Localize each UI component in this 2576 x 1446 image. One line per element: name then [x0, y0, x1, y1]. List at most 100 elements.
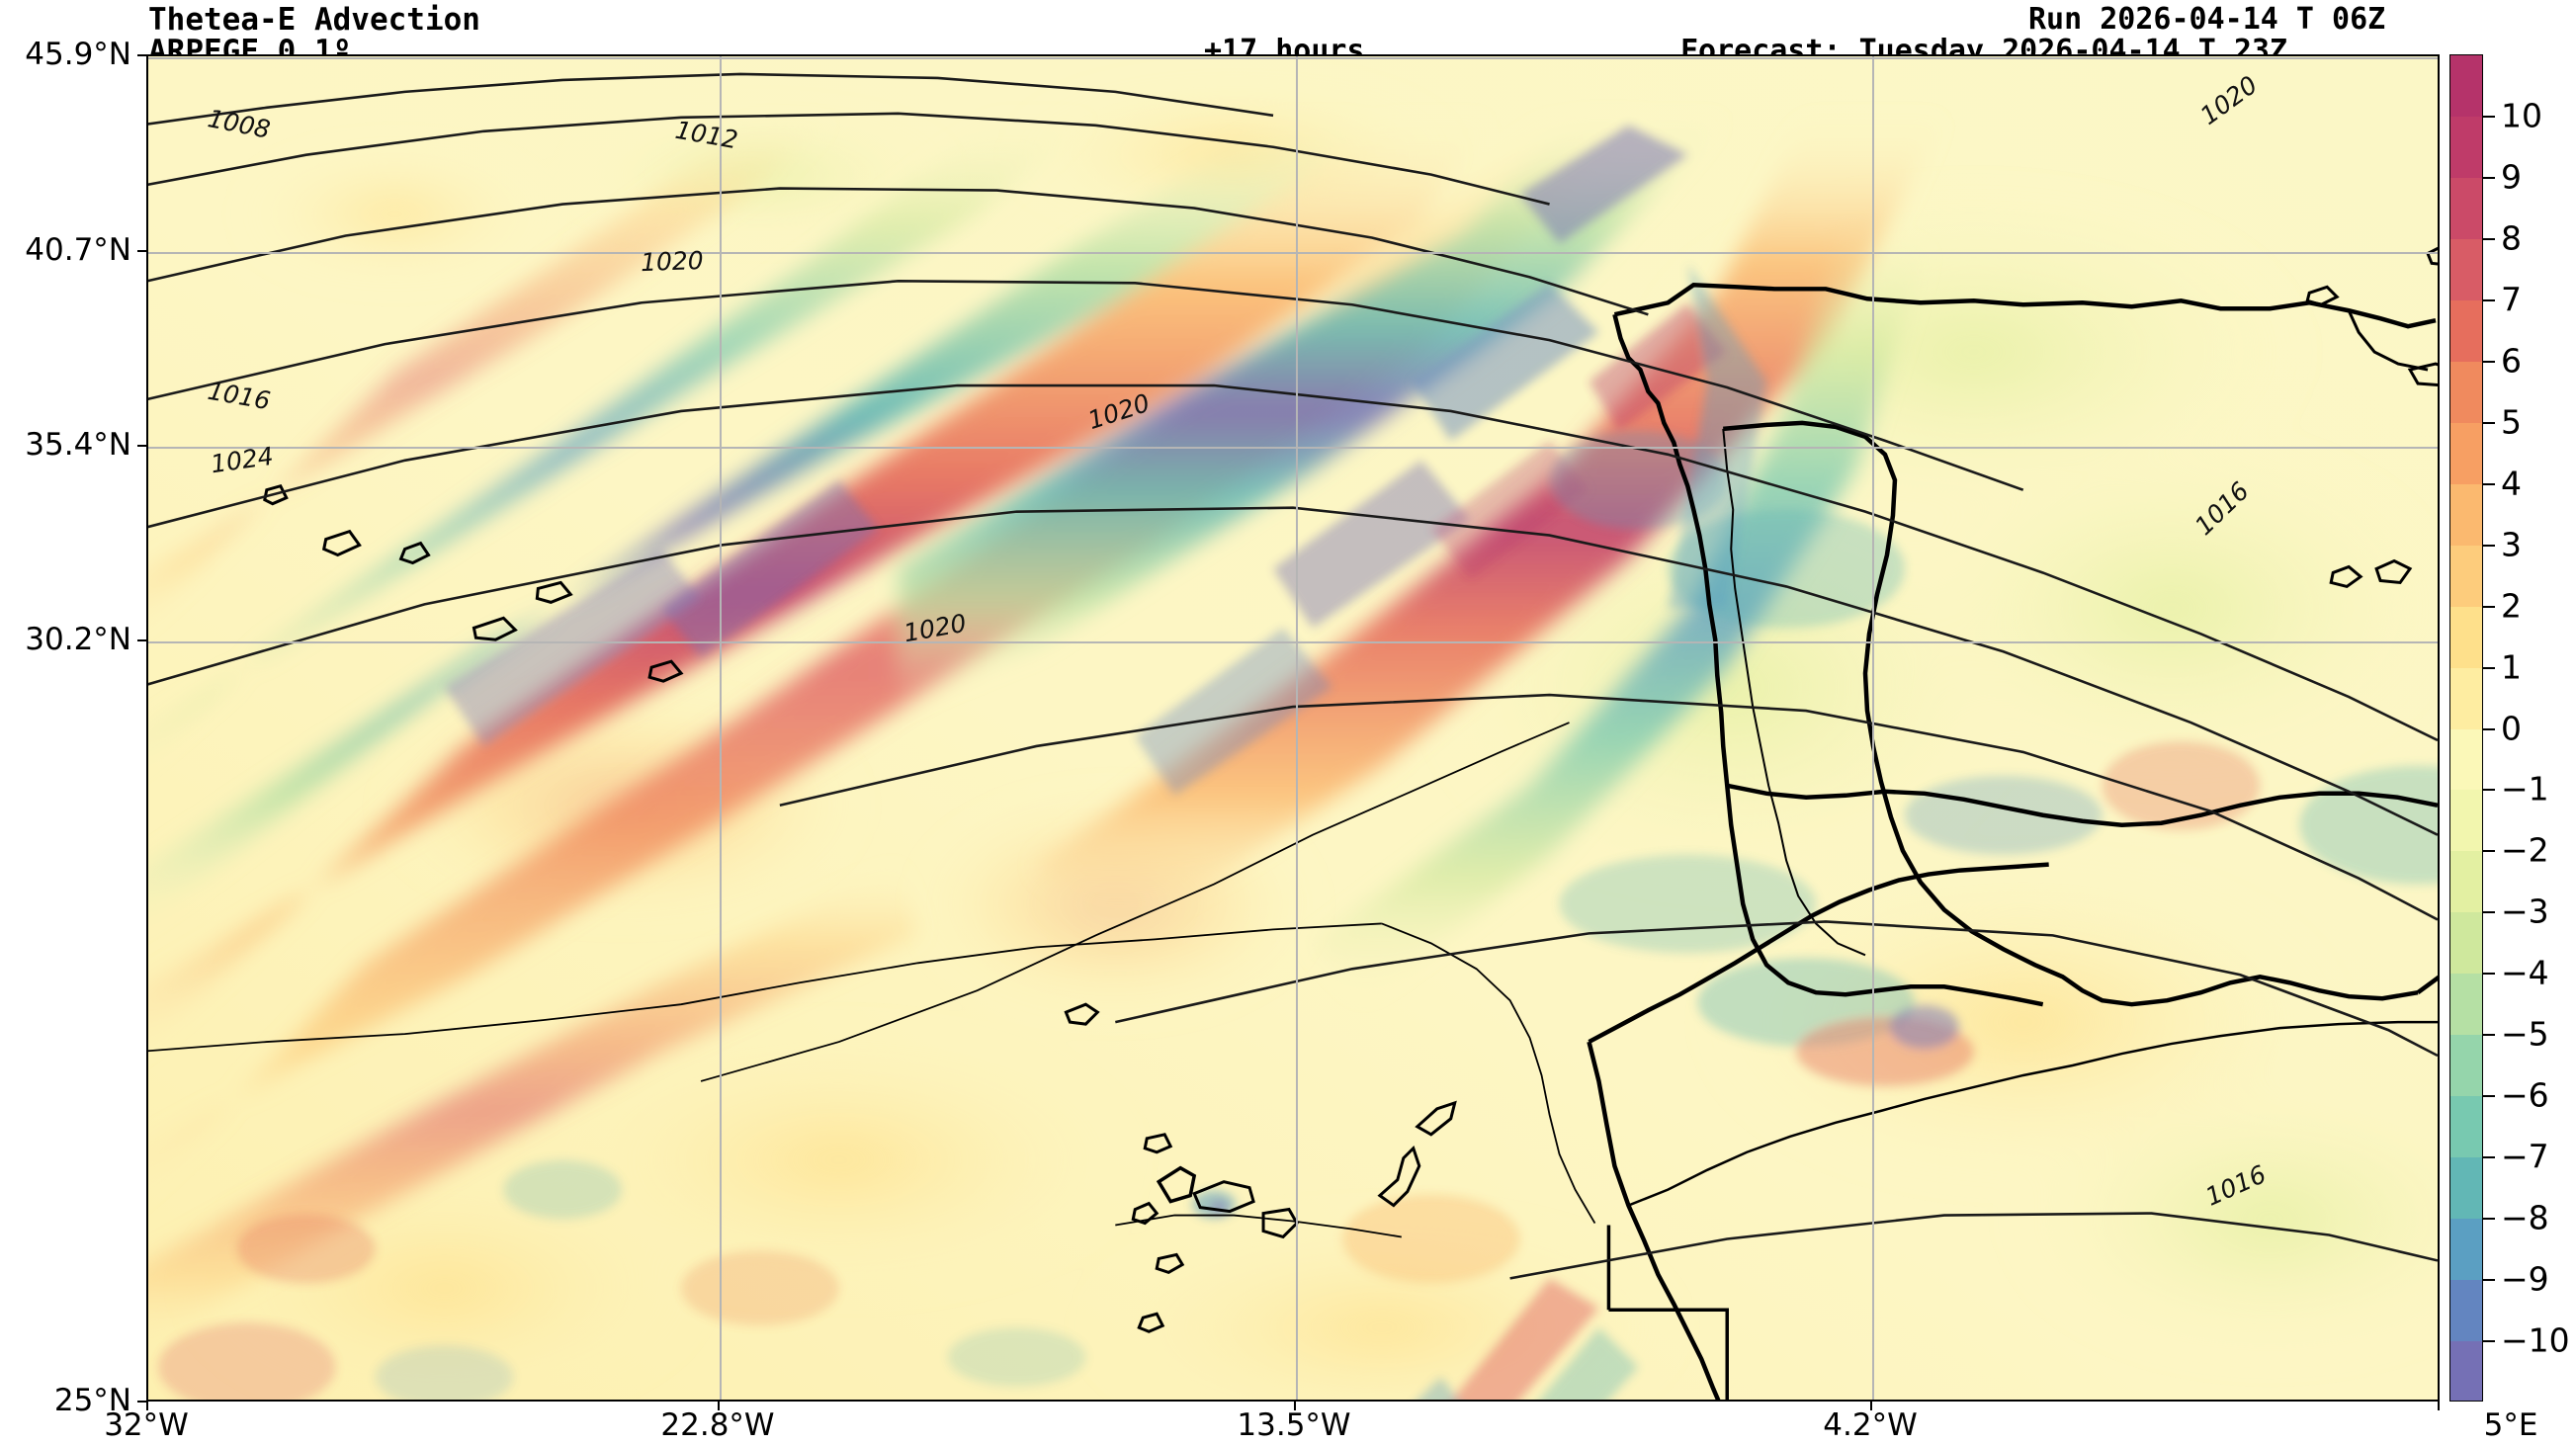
x-tick-label: 13.5°W [1237, 1407, 1351, 1443]
y-tick [137, 1401, 146, 1403]
colorbar-segment [2450, 545, 2482, 608]
colorbar-segment [2450, 422, 2482, 485]
colorbar-tick-label: −2 [2501, 830, 2549, 870]
colorbar-segment [2450, 116, 2482, 179]
colorbar-segment [2450, 851, 2482, 913]
x-tick [146, 1402, 148, 1410]
gridline-horizontal [148, 447, 2438, 449]
colorbar-tick [2483, 360, 2495, 363]
colorbar-segment [2450, 299, 2482, 363]
colorbar-tick-label: 10 [2501, 96, 2542, 135]
x-tick-label: 5°E [2483, 1407, 2538, 1443]
colorbar-tick [2483, 850, 2495, 853]
colorbar-tick-label: 4 [2501, 464, 2522, 503]
colorbar-tick-label: −6 [2501, 1075, 2549, 1115]
colorbar-segment [2450, 238, 2482, 301]
gridline-vertical [1872, 56, 1874, 1400]
coastlines [148, 246, 2438, 1400]
colorbar-tick [2483, 298, 2495, 301]
y-tick [137, 250, 146, 252]
colorbar-segment [2450, 728, 2482, 792]
colorbar-tick-label: −7 [2501, 1137, 2549, 1176]
colorbar-tick [2483, 666, 2495, 669]
colorbar-segment [2450, 1157, 2482, 1220]
y-tick-label: 35.4°N [25, 427, 131, 463]
colorbar-segment [2450, 1341, 2482, 1401]
gridline-vertical [720, 56, 722, 1400]
colorbar-segment [2450, 667, 2482, 730]
isobar-label: 1020 [640, 245, 705, 278]
gridline-vertical [1296, 56, 1298, 1400]
colorbar-tick-label: 3 [2501, 525, 2522, 564]
gridline-horizontal [148, 57, 2438, 59]
colorbar [2449, 54, 2483, 1402]
colorbar-tick [2483, 1095, 2495, 1098]
isobar-contours [148, 72, 2438, 1280]
y-tick-label: 30.2°N [25, 622, 131, 657]
colorbar-segment [2450, 1035, 2482, 1097]
colorbar-tick-label: −10 [2501, 1320, 2570, 1360]
colorbar-tick-label: 5 [2501, 402, 2522, 442]
colorbar-tick [2483, 789, 2495, 792]
colorbar-segment [2450, 1219, 2482, 1281]
x-tick [1294, 1402, 1296, 1410]
colorbar-segment [2450, 974, 2482, 1036]
colorbar-segment [2450, 361, 2482, 424]
colorbar-segment [2450, 483, 2482, 547]
colorbar-tick [2483, 911, 2495, 914]
y-tick [137, 445, 146, 447]
colorbar-tick [2483, 544, 2495, 547]
colorbar-tick [2483, 176, 2495, 179]
colorbar-tick [2483, 482, 2495, 485]
colorbar-tick [2483, 1340, 2495, 1343]
gridline-horizontal [148, 641, 2438, 643]
colorbar-tick-label: 6 [2501, 341, 2522, 381]
page-title: Thetea-E Advection [148, 2, 480, 38]
y-tick [137, 54, 146, 56]
colorbar-segment [2450, 606, 2482, 669]
colorbar-tick-label: −4 [2501, 953, 2549, 992]
x-tick-label: 22.8°W [660, 1407, 775, 1443]
y-tick-label: 25°N [53, 1383, 131, 1418]
colorbar-tick [2483, 115, 2495, 118]
x-tick [2438, 1402, 2440, 1410]
colorbar-tick-label: 1 [2501, 647, 2522, 687]
x-tick [718, 1402, 720, 1410]
colorbar-segment [2450, 1096, 2482, 1158]
colorbar-tick [2483, 1156, 2495, 1159]
colorbar-tick [2483, 973, 2495, 976]
y-tick-label: 40.7°N [25, 232, 131, 268]
gridline-horizontal [148, 252, 2438, 254]
x-tick-label: 4.2°W [1823, 1407, 1918, 1443]
colorbar-tick [2483, 1218, 2495, 1221]
x-tick [1870, 1402, 1872, 1410]
advection-field [148, 56, 2438, 1400]
x-tick-label: 32°W [104, 1407, 189, 1443]
colorbar-tick [2483, 237, 2495, 240]
colorbar-segment [2450, 177, 2482, 240]
y-tick [137, 639, 146, 641]
colorbar-segment [2450, 55, 2482, 118]
colorbar-segment [2450, 912, 2482, 975]
colorbar-tick [2483, 727, 2495, 730]
colorbar-tick-label: −8 [2501, 1198, 2549, 1237]
colorbar-tick-label: −9 [2501, 1259, 2549, 1299]
colorbar-tick [2483, 605, 2495, 608]
colorbar-tick [2483, 421, 2495, 424]
colorbar-segment [2450, 790, 2482, 852]
colorbar-tick-label: −1 [2501, 769, 2549, 808]
colorbar-tick-label: 8 [2501, 218, 2522, 258]
y-tick-label: 45.9°N [25, 37, 131, 72]
colorbar-tick-label: 7 [2501, 280, 2522, 319]
map-plot-area: 1008 1012 1016 1024 1020 1020 1020 1016 … [146, 54, 2440, 1402]
colorbar-tick-label: 9 [2501, 157, 2522, 197]
run-time-label: Run 2026-04-14 T 06Z [2028, 2, 2386, 37]
colorbar-tick-label: −5 [2501, 1014, 2549, 1054]
colorbar-tick-label: 0 [2501, 709, 2522, 747]
colorbar-segment [2450, 1280, 2482, 1342]
colorbar-tick [2483, 1034, 2495, 1037]
colorbar-tick-label: 2 [2501, 586, 2522, 626]
colorbar-tick [2483, 1279, 2495, 1282]
colorbar-tick-label: −3 [2501, 892, 2549, 931]
